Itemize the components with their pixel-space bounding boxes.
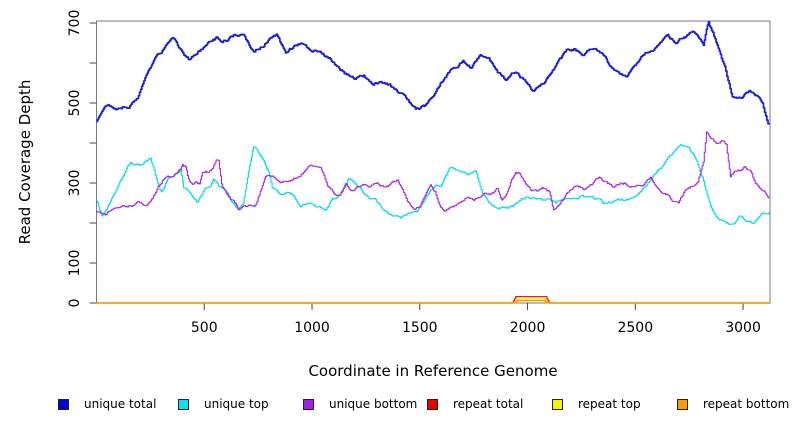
legend-item-unique-bottom: unique bottom — [303, 394, 417, 414]
y-tick-label: 500 — [67, 90, 83, 117]
legend-label: unique bottom — [329, 397, 418, 411]
legend-swatch-icon — [427, 398, 438, 410]
y-tick-label: 300 — [67, 170, 83, 197]
y-tick-label: 0 — [67, 299, 83, 308]
series-line-repeat-total — [96, 296, 770, 304]
x-tick-label: 2500 — [617, 320, 653, 336]
plot-frame — [96, 20, 771, 304]
legend-label: unique top — [204, 397, 269, 411]
legend-label: repeat top — [578, 397, 641, 411]
series-line-unique-bottom — [96, 131, 770, 216]
series-line-unique-total — [96, 21, 770, 125]
series-lines — [96, 21, 770, 304]
legend-swatch-icon — [303, 398, 314, 410]
legend-label: repeat total — [453, 397, 524, 411]
legend: unique total unique top unique bottom repea… — [0, 394, 792, 416]
axis-ticks: 500 1000 1500 2000 2500 3000 0 100 300 500 700 — [67, 10, 761, 336]
x-tick-label: 1000 — [294, 320, 330, 336]
x-tick-label: 2000 — [510, 320, 546, 336]
legend-item-unique-top: unique top — [178, 394, 269, 414]
x-tick-label: 500 — [191, 320, 218, 336]
y-tick-label: 100 — [67, 250, 83, 277]
legend-item-repeat-bottom: repeat bottom — [677, 394, 789, 414]
series-line-repeat-bottom — [96, 299, 770, 304]
legend-label: unique total — [84, 397, 157, 411]
x-tick-label: 1500 — [402, 320, 438, 336]
x-axis-title: Coordinate in Reference Genome — [308, 362, 557, 380]
plot-box — [96, 20, 771, 304]
legend-item-unique-total: unique total — [58, 394, 156, 414]
legend-swatch-icon — [178, 398, 189, 410]
y-tick-label: 700 — [67, 10, 83, 37]
legend-swatch-icon — [677, 398, 688, 410]
y-axis-title: Read Coverage Depth — [16, 80, 34, 245]
legend-swatch-icon — [552, 398, 563, 410]
legend-item-repeat-top: repeat top — [552, 394, 641, 414]
legend-swatch-icon — [58, 398, 69, 410]
legend-label: repeat bottom — [703, 397, 790, 411]
legend-item-repeat-total: repeat total — [427, 394, 523, 414]
x-tick-label: 3000 — [725, 320, 761, 336]
series-line-unique-top — [96, 144, 770, 226]
